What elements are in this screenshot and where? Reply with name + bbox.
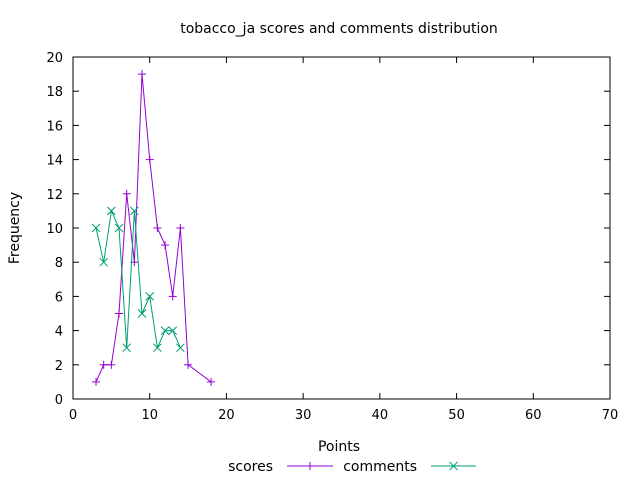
y-tick-label: 0	[55, 393, 63, 408]
x-tick-label: 30	[295, 408, 312, 423]
y-tick-label: 8	[55, 256, 63, 271]
x-axis-label: Points	[318, 439, 360, 455]
data-point-scores	[176, 224, 185, 232]
data-point-scores	[122, 189, 131, 198]
chart-title: tobacco_ja scores and comments distribut…	[180, 21, 498, 37]
data-point-scores	[92, 377, 101, 386]
data-point-comments	[122, 343, 132, 353]
data-point-scores	[145, 155, 154, 164]
series-layer	[91, 70, 216, 386]
data-point-scores	[168, 292, 177, 301]
x-tick-label: 40	[372, 408, 389, 423]
series-scores	[92, 70, 216, 386]
data-point-scores	[161, 241, 170, 250]
data-point-comments	[168, 326, 178, 335]
data-point-scores	[99, 360, 108, 369]
x-tick-label: 0	[69, 408, 77, 423]
y-tick-label: 12	[46, 188, 63, 203]
y-tick-label: 4	[55, 325, 63, 340]
data-point-comments	[153, 343, 162, 353]
data-point-scores	[115, 309, 124, 318]
x-tick-label: 50	[448, 408, 465, 423]
x-tick-label: 60	[525, 408, 542, 423]
y-tick-label: 2	[55, 359, 63, 374]
series-comments	[91, 206, 185, 353]
data-point-comments	[91, 223, 101, 233]
data-point-scores	[207, 377, 216, 386]
data-point-scores	[107, 360, 116, 369]
legend-marker	[306, 462, 314, 470]
y-tick-label: 6	[55, 290, 63, 305]
legend-label: scores	[228, 459, 273, 475]
data-point-comments	[107, 206, 116, 216]
y-axis-label: Frequency	[7, 192, 23, 264]
x-tick-label: 10	[141, 408, 158, 423]
y-tick-label: 14	[46, 154, 63, 169]
axis-ticks: 0 10 20 30 40 50 60 70 0 2 4 6 8 10 12 14 16 18 20	[46, 51, 618, 423]
y-tick-label: 10	[46, 222, 63, 237]
data-point-comments	[160, 326, 170, 335]
y-tick-label: 18	[46, 85, 63, 100]
y-tick-label: 16	[46, 119, 63, 134]
data-point-scores	[138, 70, 147, 79]
data-point-comments	[130, 206, 139, 216]
legend-label: comments	[343, 459, 417, 475]
x-tick-label: 20	[218, 408, 235, 423]
data-point-comments	[99, 257, 109, 267]
series-line-comments	[95, 209, 181, 350]
data-point-comments	[137, 309, 147, 318]
data-point-comments	[176, 343, 185, 353]
legend-marker	[449, 461, 458, 471]
y-tick-label: 20	[46, 51, 63, 66]
data-point-comments	[145, 292, 155, 301]
x-tick-label: 70	[602, 408, 619, 423]
plot-frame	[72, 56, 611, 400]
legend: scores comments	[228, 459, 476, 475]
series-line-scores	[95, 74, 212, 383]
legend-entry-comments: comments	[343, 459, 476, 475]
legend-entry-scores: scores	[228, 459, 333, 475]
data-point-scores	[153, 224, 162, 232]
data-point-comments	[114, 223, 124, 233]
data-point-scores	[184, 360, 193, 369]
